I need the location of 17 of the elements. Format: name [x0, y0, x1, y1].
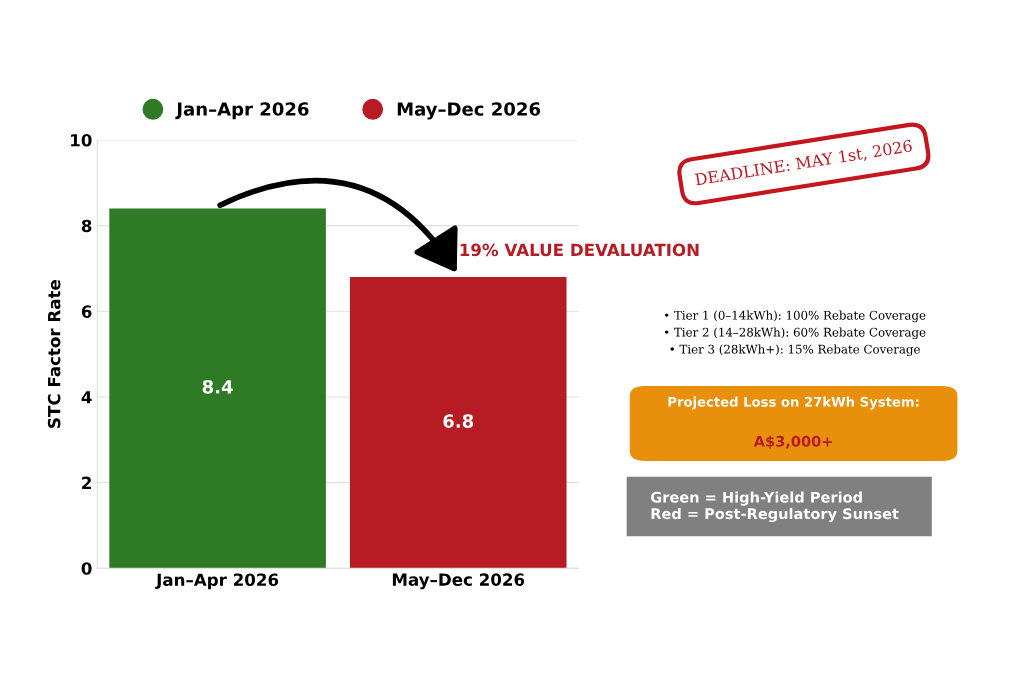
data-label: 6.8: [443, 414, 474, 428]
y-tick-label: 4: [81, 391, 92, 404]
y-axis-title: STC Factor Rate: [47, 280, 61, 428]
text: Projected Loss on 27kWh System:: [668, 396, 919, 410]
legend-label: Jan–Apr 2026: [175, 102, 309, 120]
y-tick-label: 0: [81, 562, 92, 575]
annotation: 19% VALUE DEVALUATION: [460, 243, 699, 257]
y-tick-label: 2: [82, 476, 91, 489]
text: Green = High-Yield Period Red = Post-Regulatory Sunset: [650, 491, 899, 523]
text: DEADLINE: MAY 1st, 2026: [694, 139, 913, 188]
y-tick-label: 10: [71, 133, 92, 147]
y-tick-label: 8: [81, 219, 92, 233]
y-tick-label: 6: [81, 305, 92, 318]
text: • Tier 1 (0–14kWh): 100% Rebate Coverage • Tier 2 (14–28kWh): 60% Rebate Coverage • Tier 3 (28kWh+): 15% Rebate Coverage: [665, 310, 926, 357]
legend-label: May–Dec 2026: [397, 102, 541, 120]
data-label: 8.4: [202, 379, 233, 394]
text: A$3,000+: [753, 435, 832, 449]
